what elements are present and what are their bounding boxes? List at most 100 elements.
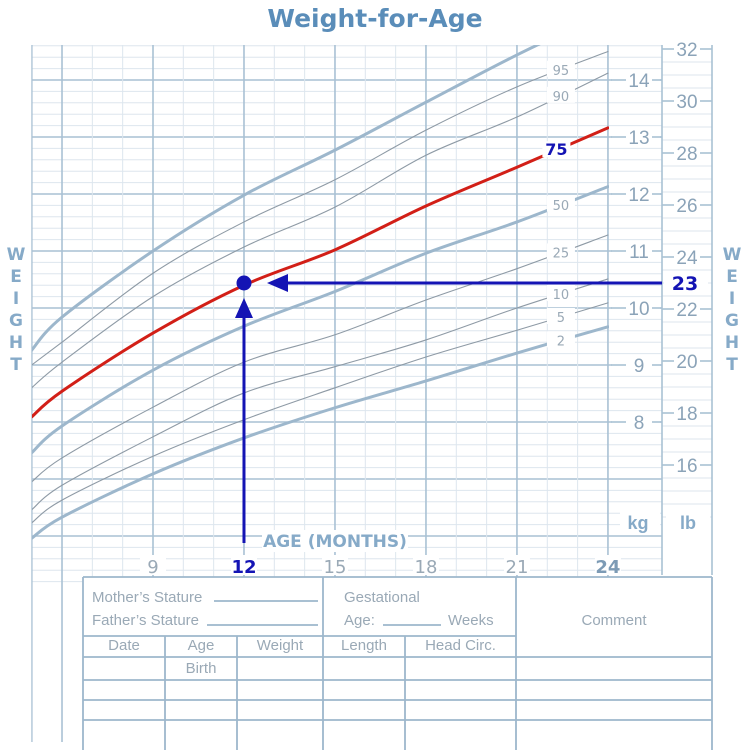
percentile-curve-5 (32, 302, 609, 524)
weight-label-letter: H (8, 333, 24, 353)
x-tick-bg (230, 555, 257, 575)
lb-tick-label: 32 (676, 40, 697, 61)
percentile-curve-75 (32, 126, 609, 419)
x-tick-label: 18 (415, 557, 438, 578)
lb-tick-bg (664, 91, 710, 111)
kg-tick-bg (612, 355, 660, 375)
x-axis-label-bg (262, 530, 408, 552)
percentile-curve-10 (32, 278, 609, 511)
percentile-label-bg (546, 60, 575, 77)
table-bg (83, 577, 712, 750)
weight-label-letter: E (10, 267, 22, 287)
lb-tick-bg (664, 299, 710, 319)
weight-label-bg (664, 272, 708, 294)
kg-tick-bg (612, 184, 660, 204)
percentile-curve-98 (32, 45, 541, 352)
gestational-label: Gestational (344, 589, 420, 606)
percentile-label-90: 90 (553, 90, 570, 105)
weight-label-letter: W (722, 245, 742, 265)
kg-tick-bg (612, 241, 660, 261)
kg-tick-label: 8 (634, 413, 645, 434)
column-header-length: Length (341, 637, 387, 654)
weight-label-letter: I (728, 289, 736, 309)
lb-tick-bg (664, 195, 710, 215)
lb-tick-label: 18 (676, 404, 697, 425)
weight-label-letter: T (726, 355, 738, 375)
kg-tick-bg (612, 412, 660, 432)
birth-row-label: Birth (185, 660, 217, 677)
lb-tick-bg (664, 143, 710, 163)
percentile-curve-2 (32, 325, 609, 540)
percentile-label-50: 50 (553, 199, 570, 214)
top-mask (0, 0, 750, 45)
age-arrow-head (234, 298, 253, 318)
percentile-label-bg (546, 308, 575, 325)
percentile-label-bg (546, 243, 575, 260)
percentile-label-bg (546, 284, 575, 301)
form-table (82, 576, 713, 750)
kg-unit-label: kg (627, 513, 648, 533)
percentile-label-10: 10 (553, 288, 570, 303)
weight-label-letter: T (10, 355, 22, 375)
lb-tick-label: 26 (676, 196, 697, 217)
x-tick-label: 21 (506, 557, 529, 578)
lb-tick-label: 30 (676, 92, 697, 113)
x-tick-bg (140, 555, 166, 575)
weight-label-letter: G (9, 311, 23, 331)
lb-tick-bg (664, 351, 710, 371)
weight-value-label: 23 (672, 273, 698, 295)
x-tick-bg (503, 555, 530, 575)
weight-label-letter: W (6, 245, 26, 265)
percentile-label-75: 75 (545, 140, 567, 159)
percentile-curve-90 (32, 72, 609, 389)
weight-label-letter: G (725, 311, 739, 331)
column-header-date: Date (108, 637, 140, 654)
weight-arrow-head (267, 274, 288, 292)
father-stature-label: Father’s Stature (92, 612, 199, 629)
lb-tick-label: 16 (676, 456, 697, 477)
x-tick-bg (594, 555, 621, 575)
percentile-label-95: 95 (553, 64, 570, 79)
percentile-label-5: 5 (557, 311, 565, 326)
x-tick-label: 9 (147, 557, 158, 578)
column-header-head-circ.: Head Circ. (425, 637, 496, 654)
data-point-marker (236, 275, 252, 291)
kg-tick-label: 14 (628, 71, 650, 92)
weight-label-letter: I (12, 289, 20, 309)
percentile-label-bg (542, 141, 571, 158)
x-axis-label: AGE (MONTHS) (263, 532, 407, 552)
column-header-weight: Weight (256, 637, 304, 654)
unit-bg (620, 505, 660, 533)
x-tick-bg (321, 555, 348, 575)
percentile-label-bg (546, 195, 575, 212)
lb-tick-label: 24 (676, 248, 698, 269)
comment-header: Comment (581, 612, 647, 629)
kg-tick-label: 13 (628, 128, 649, 149)
kg-tick-label: 12 (628, 185, 649, 206)
lb-tick-bg (664, 247, 710, 267)
column-header-age: Age (187, 637, 215, 654)
kg-tick-label: 11 (629, 242, 649, 263)
curves (32, 45, 609, 540)
lb-unit-label: lb (680, 513, 696, 533)
lb-tick-bg (664, 403, 710, 423)
gestational-age-label: Age: (344, 612, 375, 629)
mother-stature-label: Mother’s Stature (92, 589, 203, 606)
kg-tick-bg (612, 298, 660, 318)
lb-tick-bg (664, 455, 710, 475)
unit-bg (666, 505, 710, 533)
kg-tick-bg (612, 127, 660, 147)
chart-title: Weight-for-Age (267, 4, 483, 33)
x-tick-label: 15 (324, 557, 347, 578)
x-tick-label: 24 (595, 557, 620, 578)
weight-label-letter: H (724, 333, 740, 353)
lb-tick-label: 22 (676, 300, 697, 321)
weeks-label: Weeks (448, 612, 494, 629)
kg-tick-bg (612, 70, 660, 90)
x-tick-label: 12 (231, 557, 256, 578)
percentile-label-2: 2 (557, 334, 565, 349)
percentile-label-25: 25 (553, 246, 570, 261)
